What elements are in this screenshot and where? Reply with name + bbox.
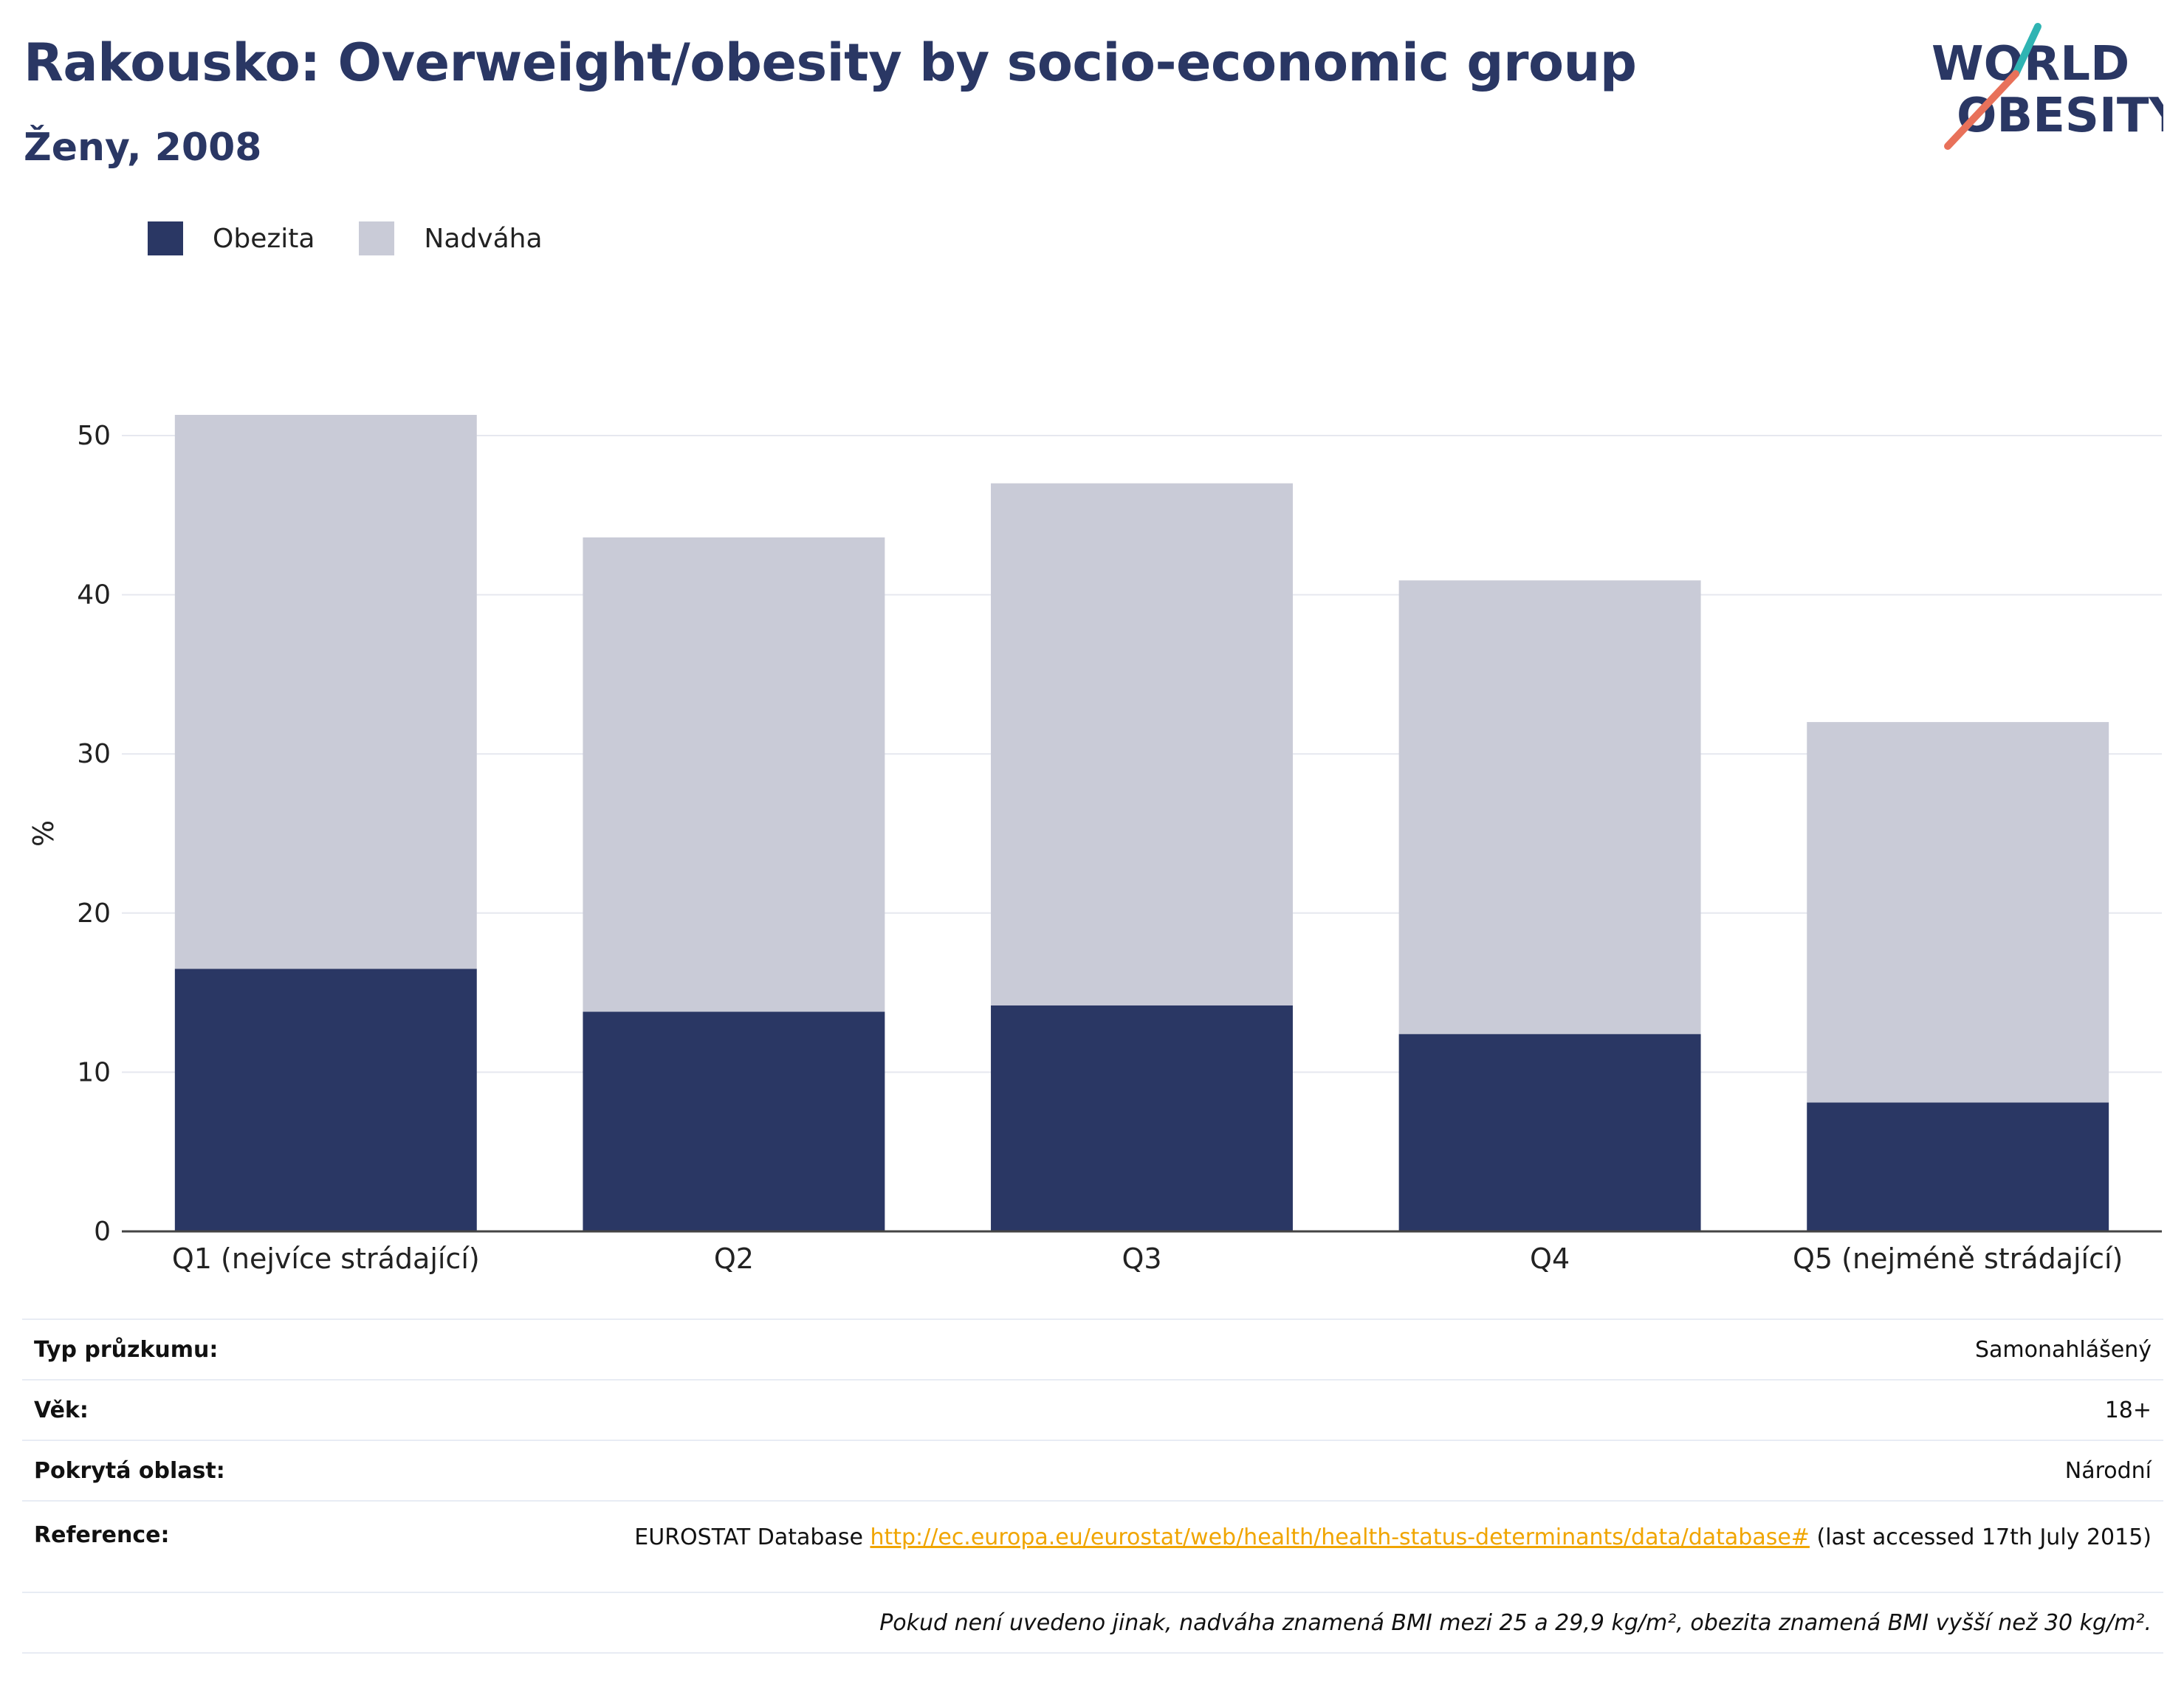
y-tick-label-50: 50 — [77, 421, 111, 451]
y-tick-label-20: 20 — [77, 898, 111, 929]
survey-type-value: Samonahlášený — [1975, 1336, 2152, 1363]
y-tick-label-10: 10 — [77, 1057, 111, 1087]
bar-nadvaha-2 — [583, 537, 885, 1012]
detail-row-age: Věk: 18+ — [22, 1379, 2163, 1440]
y-tick-label-40: 40 — [77, 580, 111, 611]
age-label: Věk: — [34, 1397, 89, 1423]
detail-row-survey: Typ průzkumu: Samonahlášený — [22, 1318, 2163, 1379]
area-label: Pokrytá oblast: — [34, 1457, 225, 1484]
logo-teal-stroke — [2012, 23, 2042, 78]
bar-chart: 0 10 20 30 40 50% Q1 (nejvíce strádající) Q2 Q3 Q… — [27, 414, 2162, 1275]
age-value: 18+ — [2104, 1397, 2152, 1423]
area-value: Národní — [2064, 1457, 2152, 1484]
legend-swatch-nadvaha — [359, 221, 395, 255]
survey-type-label: Typ průzkumu: — [34, 1336, 219, 1363]
logo-coral-stroke — [1944, 70, 2019, 150]
reference-prefix: EUROSTAT Database — [634, 1524, 870, 1550]
bar-nadvaha-3 — [991, 483, 1293, 1005]
legend-item-nadvaha[interactable]: Nadváha — [359, 221, 543, 255]
legend-item-obezita[interactable]: Obezita — [148, 221, 315, 255]
detail-row-reference: Reference: EUROSTAT Database http://ec.e… — [22, 1500, 2163, 1592]
bar-nadvaha-4 — [1398, 580, 1701, 1034]
legend-label-nadvaha: Nadváha — [424, 223, 543, 254]
chart-title: Rakousko: Overweight/obesity by socio-ec… — [24, 32, 1637, 93]
reference-link[interactable]: http://ec.europa.eu/eurostat/web/health/… — [870, 1524, 1810, 1550]
reference-value: EUROSTAT Database http://ec.europa.eu/eu… — [601, 1522, 2163, 1553]
x-tick-label-5: Q5 (nejméně strádající) — [1793, 1242, 2123, 1275]
y-axis-label: % — [27, 820, 60, 847]
legend-label-obezita: Obezita — [213, 223, 315, 254]
reference-label: Reference: — [34, 1522, 170, 1548]
legend-swatch-obezita — [148, 221, 183, 255]
x-tick-label-4: Q4 — [1530, 1242, 1570, 1275]
chart-legend: Obezita Nadváha — [148, 221, 587, 255]
bar-obezita-4 — [1398, 1034, 1701, 1231]
bar-nadvaha-5 — [1807, 722, 2109, 1103]
y-tick-label-0: 0 — [94, 1217, 111, 1247]
detail-row-area: Pokrytá oblast: Národní — [22, 1440, 2163, 1500]
bar-obezita-5 — [1807, 1102, 2109, 1231]
chart-subtitle: Ženy, 2008 — [24, 126, 262, 170]
bar-obezita-2 — [583, 1011, 885, 1231]
bar-obezita-1 — [174, 969, 477, 1231]
details-table: Typ průzkumu: Samonahlášený Věk: 18+ Pok… — [22, 1318, 2163, 1654]
world-obesity-logo: WORLD OBESITY — [1931, 23, 2163, 150]
x-tick-label-3: Q3 — [1122, 1242, 1161, 1275]
x-tick-label-2: Q2 — [714, 1242, 754, 1275]
x-tick-label-1: Q1 (nejvíce strádající) — [172, 1242, 480, 1275]
detail-row-note: Pokud není uvedeno jinak, nadváha znamen… — [22, 1592, 2163, 1654]
definition-note: Pokud není uvedeno jinak, nadváha znamen… — [879, 1609, 2152, 1636]
bar-obezita-3 — [991, 1005, 1293, 1231]
reference-suffix: (last accessed 17th July 2015) — [1809, 1524, 2152, 1550]
bar-nadvaha-1 — [174, 414, 477, 969]
y-tick-label-30: 30 — [77, 739, 111, 769]
